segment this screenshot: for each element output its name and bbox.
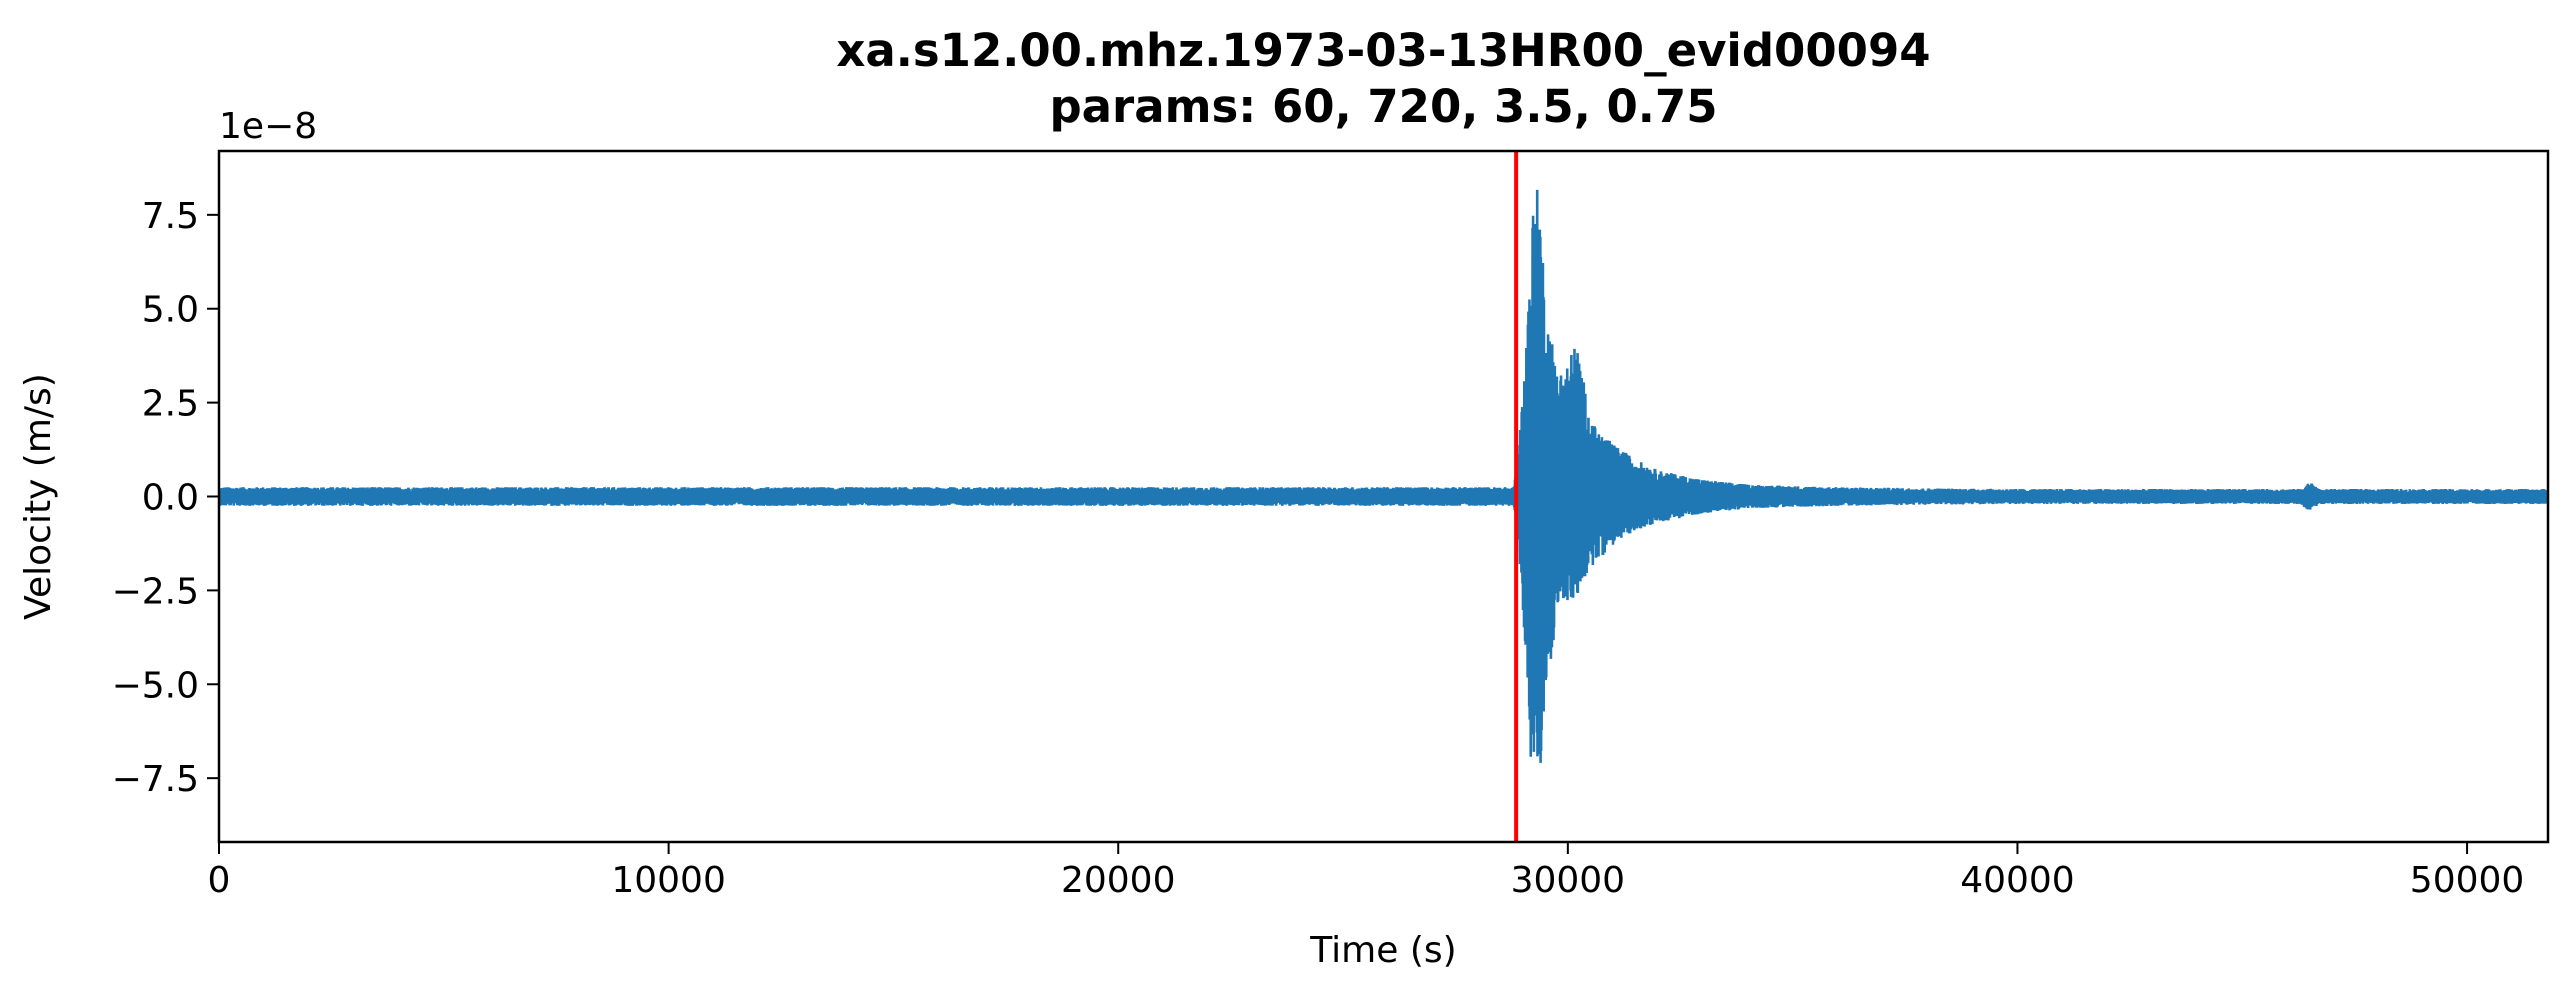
y-axis-label: Velocity (m/s) [18, 373, 59, 620]
x-tick-label: 0 [208, 860, 231, 901]
y-tick-label: −5.0 [112, 665, 199, 706]
x-axis-label: Time (s) [1309, 930, 1456, 971]
x-tick-label: 50000 [2410, 860, 2525, 901]
chart-title: xa.s12.00.mhz.1973-03-13HR00_evid00094 [836, 24, 1930, 77]
y-tick-label: 2.5 [142, 384, 199, 425]
chart-subtitle: params: 60, 720, 3.5, 0.75 [1049, 80, 1717, 133]
series-line [219, 189, 2548, 763]
x-tick-label: 30000 [1511, 860, 1626, 901]
y-tick-label: 0.0 [142, 478, 199, 519]
x-tick-label: 40000 [1960, 860, 2075, 901]
y-axis: 7.5 5.0 2.5 0.0 −2.5 −5.0 −7.5 [112, 196, 219, 800]
y-tick-label: −7.5 [112, 759, 199, 800]
x-axis: 0 10000 20000 30000 40000 50000 [208, 842, 2525, 901]
plot-area [219, 151, 2548, 842]
y-tick-label: 7.5 [142, 196, 199, 237]
y-tick-label: −2.5 [112, 571, 199, 612]
x-tick-label: 10000 [611, 860, 726, 901]
y-tick-label: 5.0 [142, 290, 199, 331]
y-offset-label: 1e−8 [219, 106, 317, 147]
x-tick-label: 20000 [1061, 860, 1176, 901]
